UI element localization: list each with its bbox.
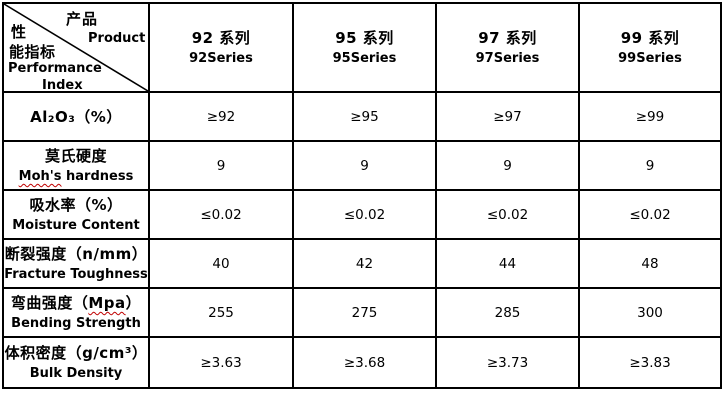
value-cell: ≥97 — [435, 91, 580, 142]
table-row: 断裂强度（n/mm） Fracture Toughness 40 42 44 48 — [2, 238, 722, 289]
corner-performance-label-zh-1: 性 — [11, 23, 27, 41]
label-text: 断裂强度（n/mm） — [4, 245, 148, 263]
corner-header-cell: 产品 Product 性 能指标 Performance Index — [2, 2, 150, 93]
value-cell: 42 — [292, 238, 437, 289]
corner-performance-label-en-1: Performance — [8, 61, 102, 76]
label-text: Bending Strength — [11, 316, 141, 331]
spellcheck-underlined-text: Moh's — [18, 169, 62, 184]
corner-product-label-zh: 产品 — [66, 10, 99, 28]
label-text: 体积密度（g/cm³） — [4, 344, 148, 362]
corner-product-label-en: Product — [88, 31, 146, 46]
label-text: 吸水率（%） — [29, 196, 123, 214]
label-text: 莫氏硬度 — [44, 147, 107, 165]
column-header-99-series: 99 系列 99Series — [578, 2, 722, 93]
value-cell: ≥3.63 — [148, 336, 294, 389]
row-label-cell: 莫氏硬度 Moh's hardness — [2, 140, 150, 191]
value-cell: ≤0.02 — [578, 189, 722, 240]
value-cell: ≥92 — [148, 91, 294, 142]
label-text: hardness — [61, 169, 134, 184]
column-header-92-series: 92 系列 92Series — [148, 2, 294, 93]
row-label-cell: Al₂O₃（%） — [2, 91, 150, 142]
row-label-zh: 断裂强度（n/mm） — [4, 243, 148, 265]
row-label-zh: 弯曲强度（Mpa） — [5, 292, 147, 314]
value-cell: ≥3.68 — [292, 336, 437, 389]
header-row: 产品 Product 性 能指标 Performance Index 92 系列… — [2, 2, 722, 93]
label-text: ） — [125, 294, 142, 312]
value-cell: ≥99 — [578, 91, 722, 142]
row-label-zh: 莫氏硬度 — [5, 145, 147, 167]
table-row: 体积密度（g/cm³） Bulk Density ≥3.63 ≥3.68 ≥3.73 ≥3… — [2, 336, 722, 389]
column-header-label-en: 97Series — [475, 51, 540, 66]
value-cell: 300 — [578, 287, 722, 338]
value-cell: 9 — [292, 140, 437, 191]
row-label-en: Bulk Density — [5, 364, 147, 383]
corner-performance-label-zh-2: 能指标 — [9, 43, 56, 61]
spellcheck-underlined-text: Mpa — [88, 294, 126, 312]
label-text: Bulk Density — [29, 366, 123, 381]
row-label-zh: 吸水率（%） — [5, 194, 147, 216]
column-header-label-en: 99Series — [618, 51, 682, 66]
value-cell: ≤0.02 — [435, 189, 580, 240]
row-label-zh: 体积密度（g/cm³） — [4, 342, 148, 364]
value-cell: ≥95 — [292, 91, 437, 142]
label-text: Fracture Toughness — [4, 267, 148, 282]
value-cell: 275 — [292, 287, 437, 338]
value-cell: 44 — [435, 238, 580, 289]
corner-performance-label-en-2: Index — [42, 78, 83, 92]
column-header-label-zh: 99 系列 — [620, 29, 680, 47]
label-text: Moisture Content — [12, 218, 140, 233]
diagonal-divider-line — [5, 5, 147, 90]
label-text: 弯曲强度（ — [10, 294, 89, 312]
table-row: 弯曲强度（Mpa） Bending Strength 255 275 285 300 — [2, 287, 722, 338]
column-header-label-zh: 95 系列 — [335, 29, 394, 47]
column-header-label-zh: 97 系列 — [478, 29, 537, 47]
value-cell: 9 — [435, 140, 580, 191]
column-header-label-en: 95Series — [332, 51, 397, 66]
row-label-cell: 弯曲强度（Mpa） Bending Strength — [2, 287, 150, 338]
value-cell: ≥3.73 — [435, 336, 580, 389]
performance-spec-table: 产品 Product 性 能指标 Performance Index 92 系列… — [2, 2, 722, 389]
value-cell: ≥3.83 — [578, 336, 722, 389]
value-cell: 255 — [148, 287, 294, 338]
value-cell: 40 — [148, 238, 294, 289]
column-header-97-series: 97 系列 97Series — [435, 2, 580, 93]
row-label-cell: 吸水率（%） Moisture Content — [2, 189, 150, 240]
value-cell: 285 — [435, 287, 580, 338]
table-body: Al₂O₃（%） ≥92 ≥95 ≥97 ≥99 莫氏硬度 Moh's hardness 9 9… — [2, 91, 722, 389]
row-label-en: Moh's hardness — [5, 167, 147, 186]
table-row: 吸水率（%） Moisture Content ≤0.02 ≤0.02 ≤0.02 ≤0.… — [2, 189, 722, 240]
value-cell: ≤0.02 — [148, 189, 294, 240]
value-cell: 48 — [578, 238, 722, 289]
row-label-en: Moisture Content — [5, 216, 147, 235]
table-row: 莫氏硬度 Moh's hardness 9 9 9 9 — [2, 140, 722, 191]
row-label-cell: 断裂强度（n/mm） Fracture Toughness — [2, 238, 150, 289]
row-label-en: Fracture Toughness — [4, 265, 148, 284]
label-text: Al₂O₃（%） — [30, 107, 122, 126]
value-cell: 9 — [148, 140, 294, 191]
row-label-en: Bending Strength — [5, 314, 147, 333]
row-label-zh: Al₂O₃（%） — [5, 106, 147, 128]
value-cell: 9 — [578, 140, 722, 191]
column-header-label-en: 92Series — [189, 51, 253, 66]
value-cell: ≤0.02 — [292, 189, 437, 240]
column-header-95-series: 95 系列 95Series — [292, 2, 437, 93]
row-label-cell: 体积密度（g/cm³） Bulk Density — [2, 336, 150, 389]
column-header-label-zh: 92 系列 — [191, 29, 251, 47]
table-row: Al₂O₃（%） ≥92 ≥95 ≥97 ≥99 — [2, 91, 722, 142]
